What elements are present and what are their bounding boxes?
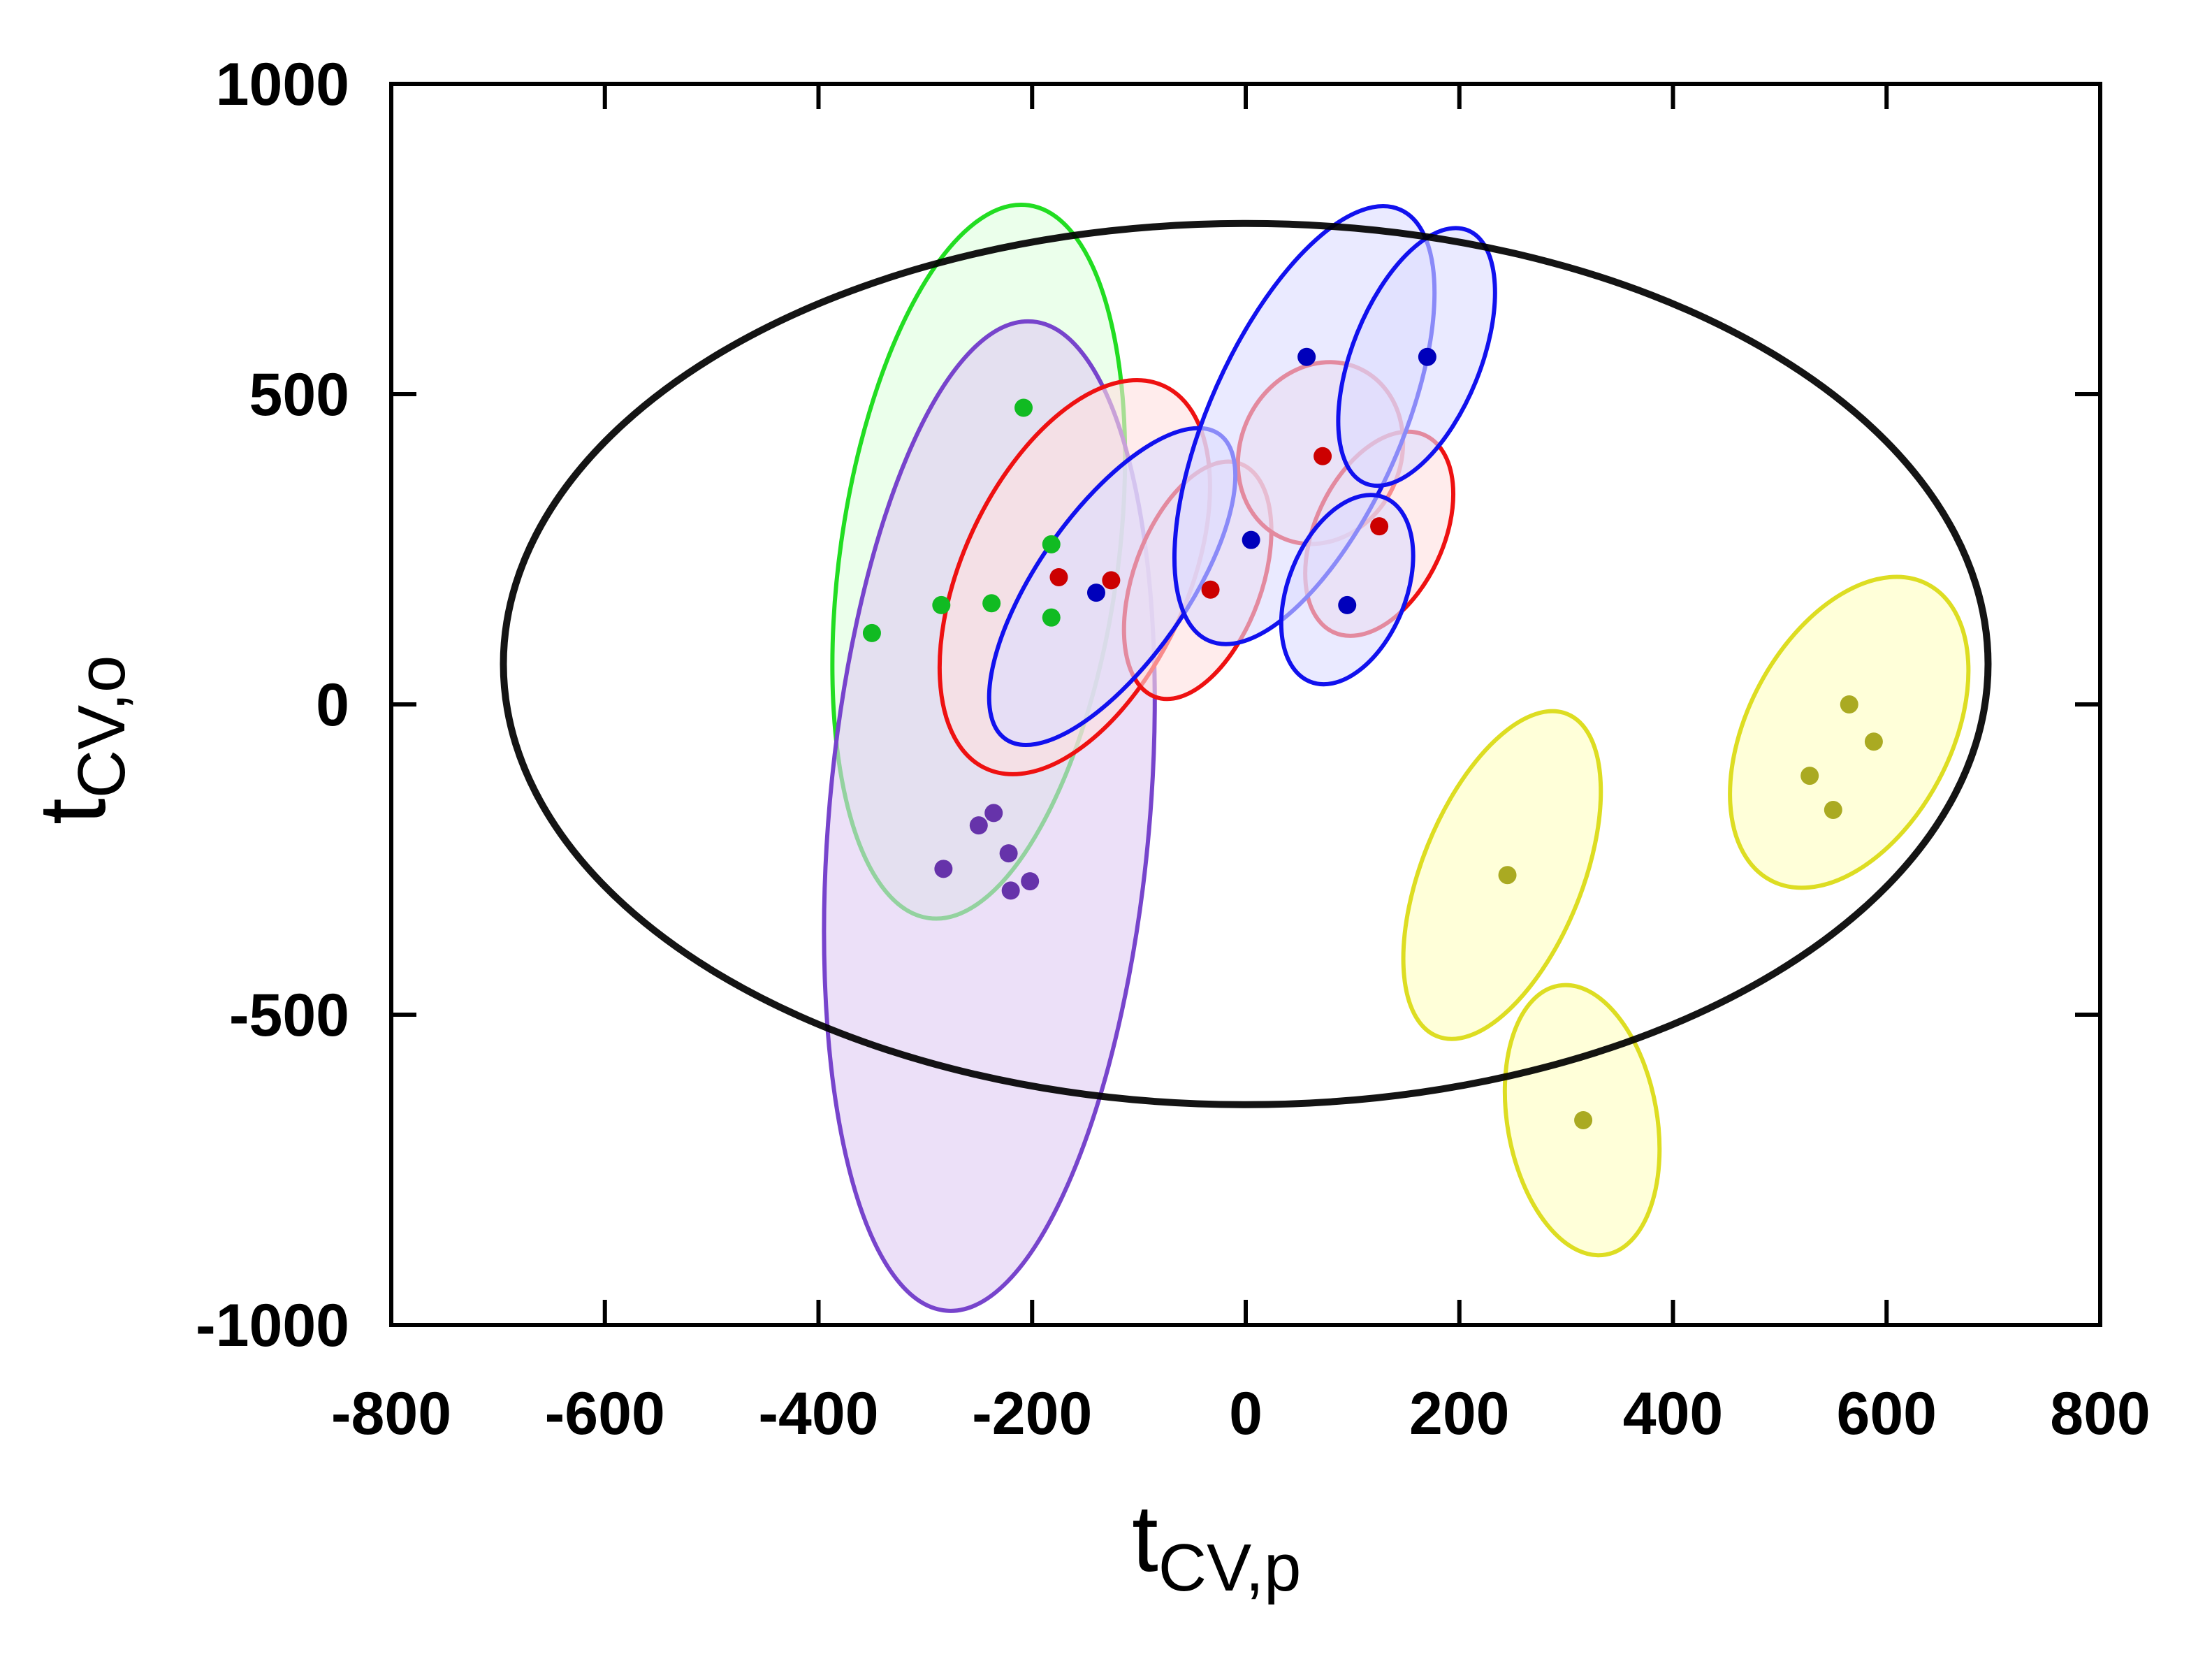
data-point-4-5 — [1864, 732, 1883, 751]
data-point-2-4 — [1370, 517, 1389, 536]
tick-layer — [389, 82, 2102, 1327]
y-axis-label: tCV,o — [19, 655, 139, 825]
data-point-0-5 — [1014, 398, 1033, 417]
data-point-2-2 — [1201, 580, 1220, 599]
y-tick-label-3: 500 — [249, 361, 350, 428]
data-point-0-3 — [1042, 535, 1061, 553]
x-tick-label-8: 800 — [2050, 1380, 2151, 1447]
x-tick-label-4: 0 — [1229, 1380, 1263, 1447]
data-point-1-3 — [999, 844, 1018, 863]
data-point-4-4 — [1840, 695, 1858, 713]
y-tick-label-1: -500 — [229, 982, 349, 1049]
data-point-1-4 — [1001, 881, 1020, 900]
reference-ellipse-layer — [500, 219, 1992, 1108]
x-axis-label-sub: CV,p — [1158, 1530, 1302, 1605]
data-point-1-1 — [969, 816, 988, 835]
data-point-4-3 — [1824, 800, 1842, 819]
data-point-2-3 — [1314, 447, 1332, 465]
x-tick-label-7: 600 — [1837, 1380, 1937, 1447]
x-axis-label-main: t — [1132, 1485, 1158, 1591]
y-tick-label-0: -1000 — [196, 1292, 349, 1359]
data-point-4-2 — [1800, 767, 1819, 785]
data-point-3-1 — [1242, 530, 1260, 549]
data-point-3-4 — [1338, 595, 1357, 614]
reference-ellipse — [500, 219, 1992, 1108]
region-layer — [822, 202, 1971, 1313]
data-point-4-0 — [1498, 866, 1517, 885]
x-tick-label-0: -800 — [331, 1380, 451, 1447]
data-point-0-1 — [932, 595, 951, 614]
confidence-region-3-2 — [1336, 226, 1497, 488]
data-point-1-2 — [984, 804, 1003, 823]
x-tick-labels: -800 -600 -400 -200 0 200 400 600 800 — [331, 1380, 2151, 1447]
y-tick-label-4: 1000 — [216, 51, 349, 118]
data-point-3-0 — [1086, 584, 1105, 602]
data-point-3-2 — [1297, 347, 1316, 366]
x-tick-label-6: 400 — [1623, 1380, 1724, 1447]
data-point-0-4 — [1042, 608, 1061, 627]
y-tick-label-2: 0 — [316, 672, 349, 739]
data-point-3-3 — [1418, 347, 1436, 366]
x-tick-label-5: 200 — [1409, 1380, 1510, 1447]
x-tick-label-2: -400 — [758, 1380, 878, 1447]
data-point-0-0 — [862, 623, 881, 642]
data-point-2-1 — [1102, 571, 1121, 590]
point-layer — [862, 347, 1883, 1129]
confidence-region-3-3 — [1279, 493, 1416, 687]
data-point-4-1 — [1574, 1110, 1593, 1129]
data-point-1-0 — [934, 860, 953, 878]
x-axis-label: tCV,p — [1132, 1485, 1301, 1605]
data-point-2-0 — [1049, 567, 1068, 586]
confidence-region-4-2 — [1728, 574, 1971, 890]
y-axis-label-main: t — [19, 798, 125, 825]
data-point-1-5 — [1021, 872, 1040, 891]
x-tick-label-1: -600 — [545, 1380, 665, 1447]
y-axis-label-sub: CV,o — [64, 655, 139, 799]
y-tick-labels: -1000 -500 0 500 1000 — [196, 51, 349, 1359]
data-point-0-2 — [982, 594, 1001, 613]
x-tick-label-3: -200 — [972, 1380, 1092, 1447]
